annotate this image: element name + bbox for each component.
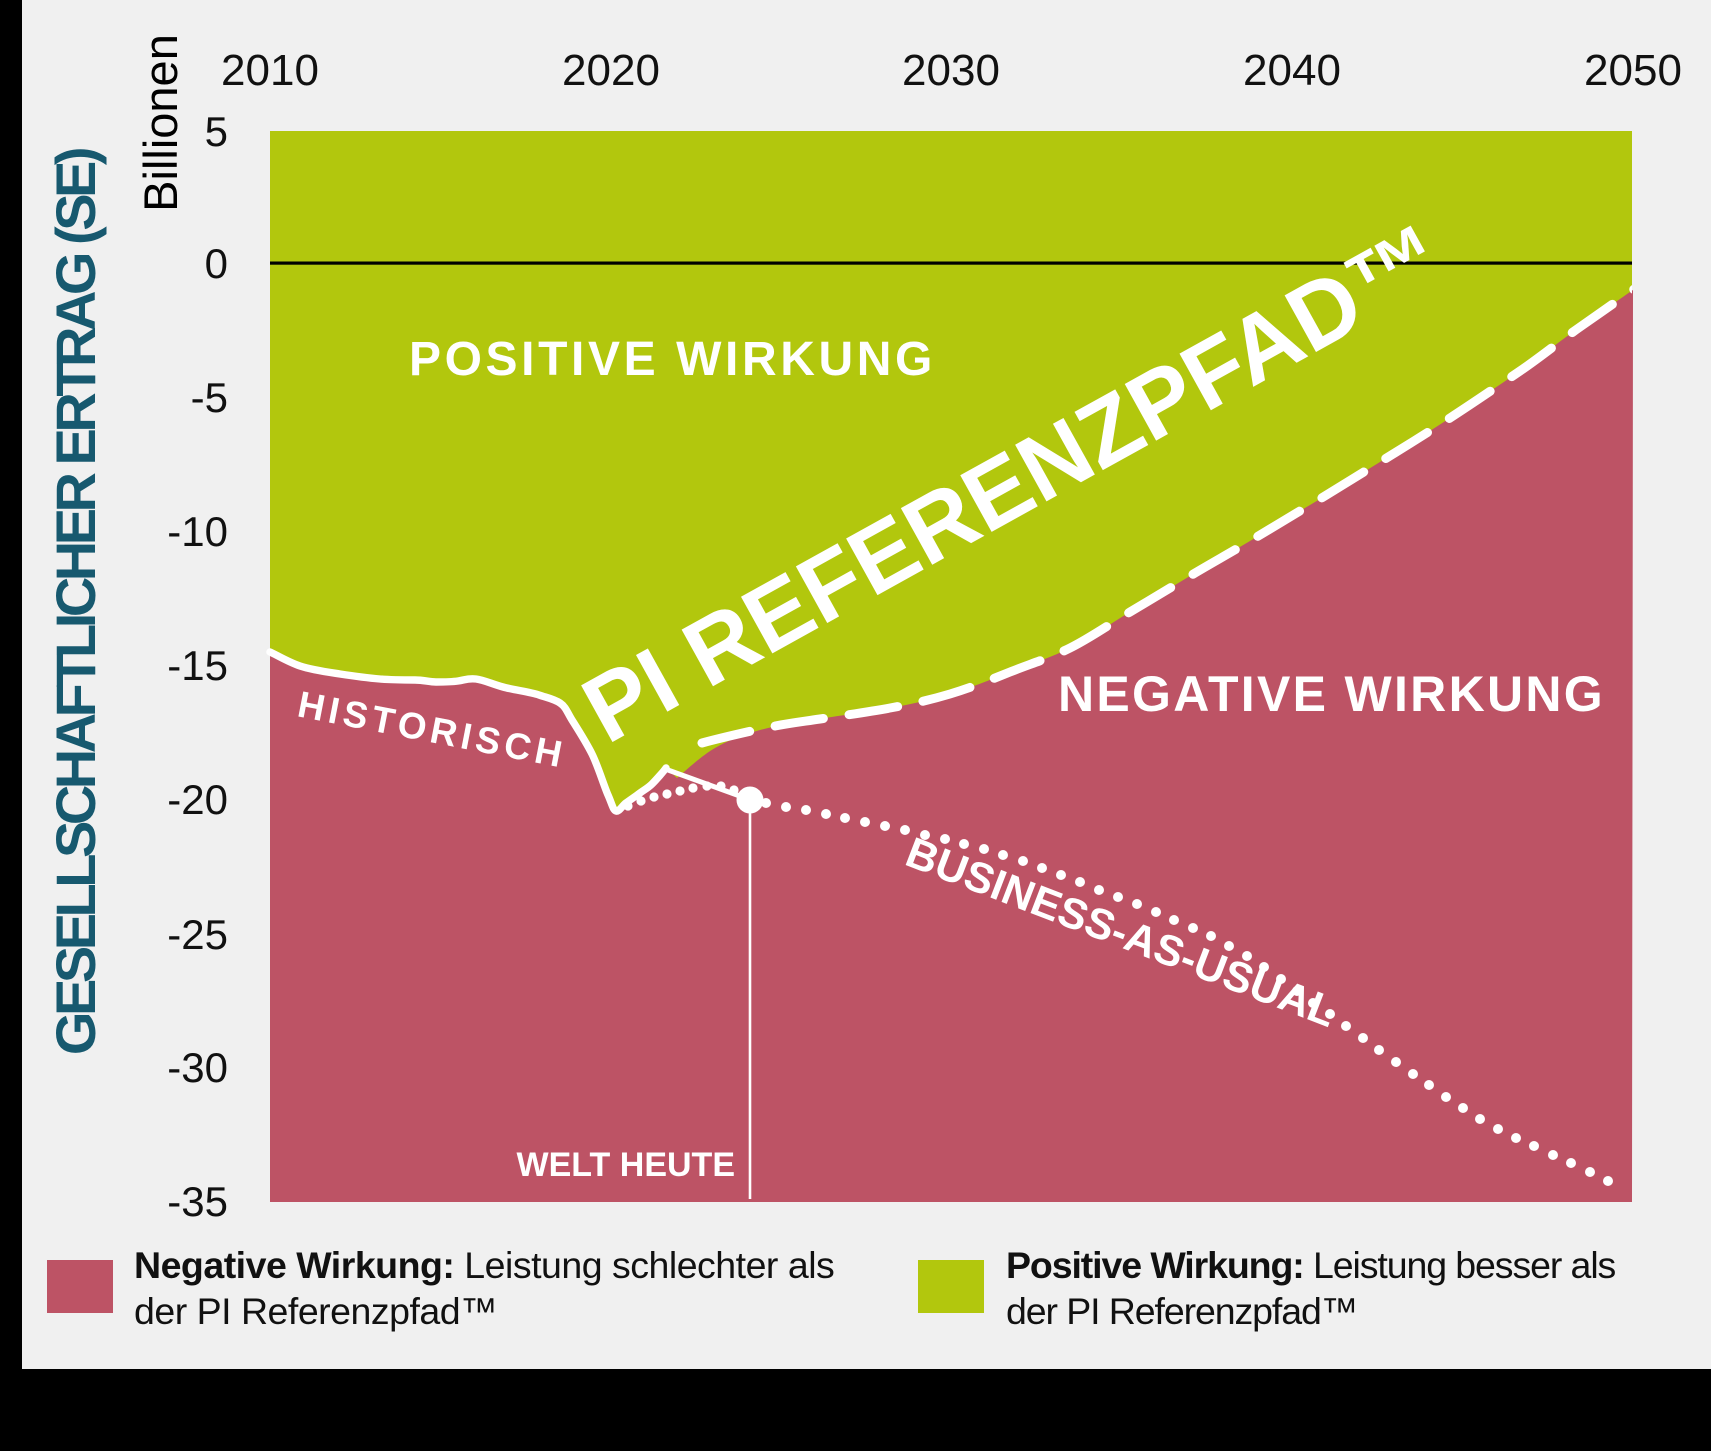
svg-text:NEGATIVE WIRKUNG: NEGATIVE WIRKUNG	[1058, 666, 1605, 722]
svg-text:WELT HEUTE: WELT HEUTE	[517, 1146, 735, 1184]
svg-text:POSITIVE WIRKUNG: POSITIVE WIRKUNG	[409, 333, 936, 386]
